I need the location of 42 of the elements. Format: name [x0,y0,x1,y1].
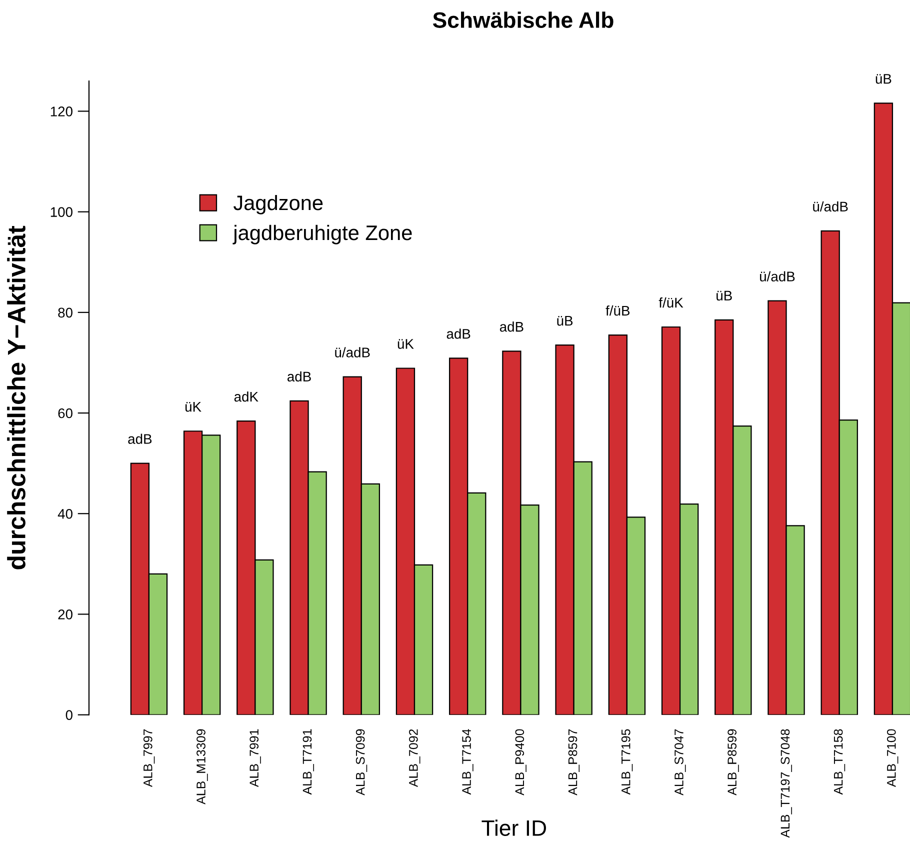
annotation: ü/adB [335,347,370,358]
x-axis-title: Tier ID [482,820,546,836]
legend-label: Jagdzone [234,194,323,214]
x-tick-label: ALB_S7099 [356,729,368,796]
legend-label: jagdberuhigte Zone [232,224,412,244]
y-tick-label: 80 [58,308,72,318]
x-tick-label: ALB_7997 [143,729,155,788]
x-tick-label: ALB_7991 [250,729,261,788]
annotation: üK [185,402,202,412]
x-tick-label: ALB_T7197_S7048 [780,729,792,838]
x-tick-label: ALB_M13309 [196,729,208,804]
chart-title: Schwäbische Alb [432,12,614,28]
annotation: ü/adB [813,201,848,212]
x-tick-label: ALB_T7154 [462,729,474,795]
annotation: üB [716,290,732,301]
x-tick-label: ALB_S7047 [674,729,686,796]
annotation: üK [398,339,414,349]
y-tick-label: 40 [58,508,72,519]
annotation: adB [128,434,152,444]
annotation: f/üK [658,297,684,308]
x-tick-label: ALB_T7191 [302,729,314,795]
x-tick-label: ALB_7092 [409,729,420,788]
annotation: f/üB [606,305,630,316]
annotation: üB [557,316,573,326]
annotation: ü/adB [760,271,795,282]
annotation: adB [446,328,470,339]
x-tick-label: ALB_P8599 [728,729,739,796]
y-tick-label: 60 [58,408,72,418]
annotation: üB [876,74,892,84]
x-tick-label: ALB_P9400 [515,729,526,796]
x-tick-label: ALB_P8597 [568,729,580,796]
y-axis-title: durchschnittliche Y−Aktivität [7,226,26,570]
y-tick-label: 0 [66,710,72,720]
x-tick-label: ALB_T7158 [834,729,846,795]
annotation: adB [287,371,311,382]
x-tick-label: ALB_T7195 [621,729,633,795]
annotation: adK [234,391,258,402]
y-tick-label: 120 [50,106,72,116]
annotation: adB [500,322,524,332]
y-tick-label: 100 [50,207,72,217]
x-tick-label: ALB_7100 [886,729,898,788]
y-tick-label: 20 [58,610,72,620]
